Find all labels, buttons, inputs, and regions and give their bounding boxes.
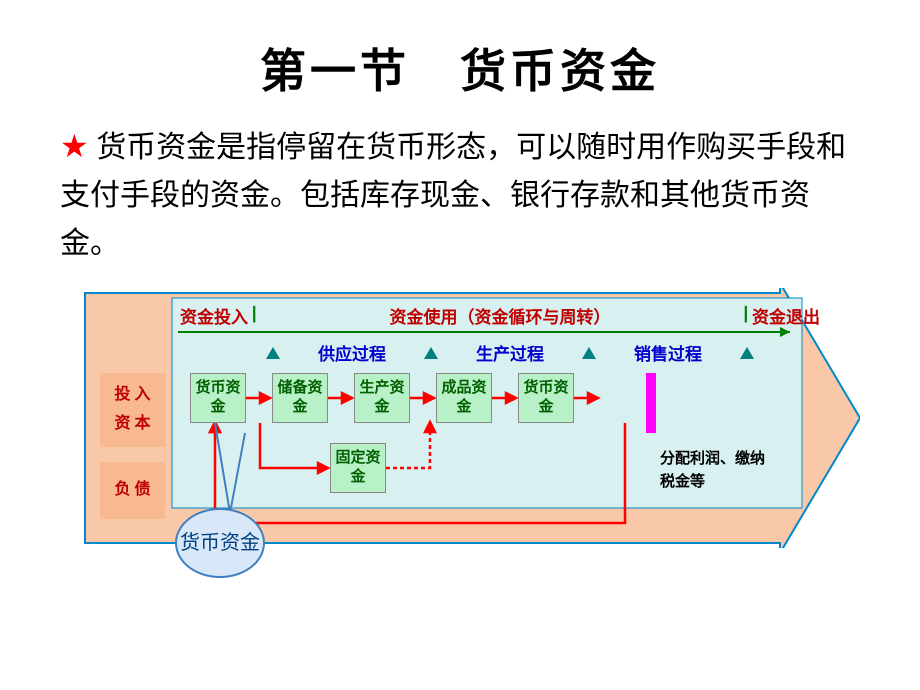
debt-box: 负 债 <box>100 462 165 519</box>
input-capital-box: 投 入 资 本 <box>100 373 165 447</box>
triangle-icon <box>266 347 280 359</box>
star-icon: ★ <box>60 128 89 164</box>
profit-distribution-text: 分配利润、缴纳税金等 <box>660 448 770 493</box>
triangle-icon <box>740 347 754 359</box>
triangle-icon <box>582 347 596 359</box>
callout-bubble: 货币资金 <box>175 508 265 578</box>
triangle-icon <box>424 347 438 359</box>
sub-label-sales: 销售过程 <box>634 340 702 365</box>
tick-mark: ┃ <box>742 307 750 324</box>
flow-box-fixed: 固定资金 <box>330 443 386 493</box>
header-center: 资金使用（资金循环与周转） <box>260 303 739 328</box>
flow-diagram: 资金投入 ┃ 资金使用（资金循环与周转） ┃ 资金退出 供应过程 生产过程 销售… <box>60 288 860 588</box>
flow-box-currency2: 货币资金 <box>518 373 574 423</box>
header-row: 资金投入 ┃ 资金使用（资金循环与周转） ┃ 资金退出 <box>180 300 820 330</box>
callout-pointer <box>200 418 260 518</box>
magenta-divider <box>646 373 656 433</box>
header-left: 资金投入 <box>180 303 248 328</box>
flow-boxes-row: 货币资金 储备资金 生产资金 成品资金 货币资金 <box>190 373 574 423</box>
description-text: 货币资金是指停留在货币形态，可以随时用作购买手段和支付手段的资金。包括库存现金、… <box>60 131 846 260</box>
callout-text: 货币资金 <box>180 529 260 557</box>
flow-box-currency1: 货币资金 <box>190 373 246 423</box>
sub-label-production: 生产过程 <box>476 340 544 365</box>
page-title: 第一节 货币资金 <box>0 0 920 101</box>
description-paragraph: ★ 货币资金是指停留在货币形态，可以随时用作购买手段和支付手段的资金。包括库存现… <box>0 101 920 278</box>
left-input-boxes: 投 入 资 本 负 债 <box>100 373 165 533</box>
subprocess-row: 供应过程 生产过程 销售过程 <box>250 340 770 365</box>
flow-box-reserve: 储备资金 <box>272 373 328 423</box>
header-right: 资金退出 <box>752 303 820 328</box>
input-capital-line1: 投 入 <box>104 381 161 410</box>
flow-box-finished: 成品资金 <box>436 373 492 423</box>
input-capital-line2: 资 本 <box>104 410 161 439</box>
flow-box-production: 生产资金 <box>354 373 410 423</box>
tick-mark: ┃ <box>250 307 258 324</box>
sub-label-supply: 供应过程 <box>318 340 386 365</box>
